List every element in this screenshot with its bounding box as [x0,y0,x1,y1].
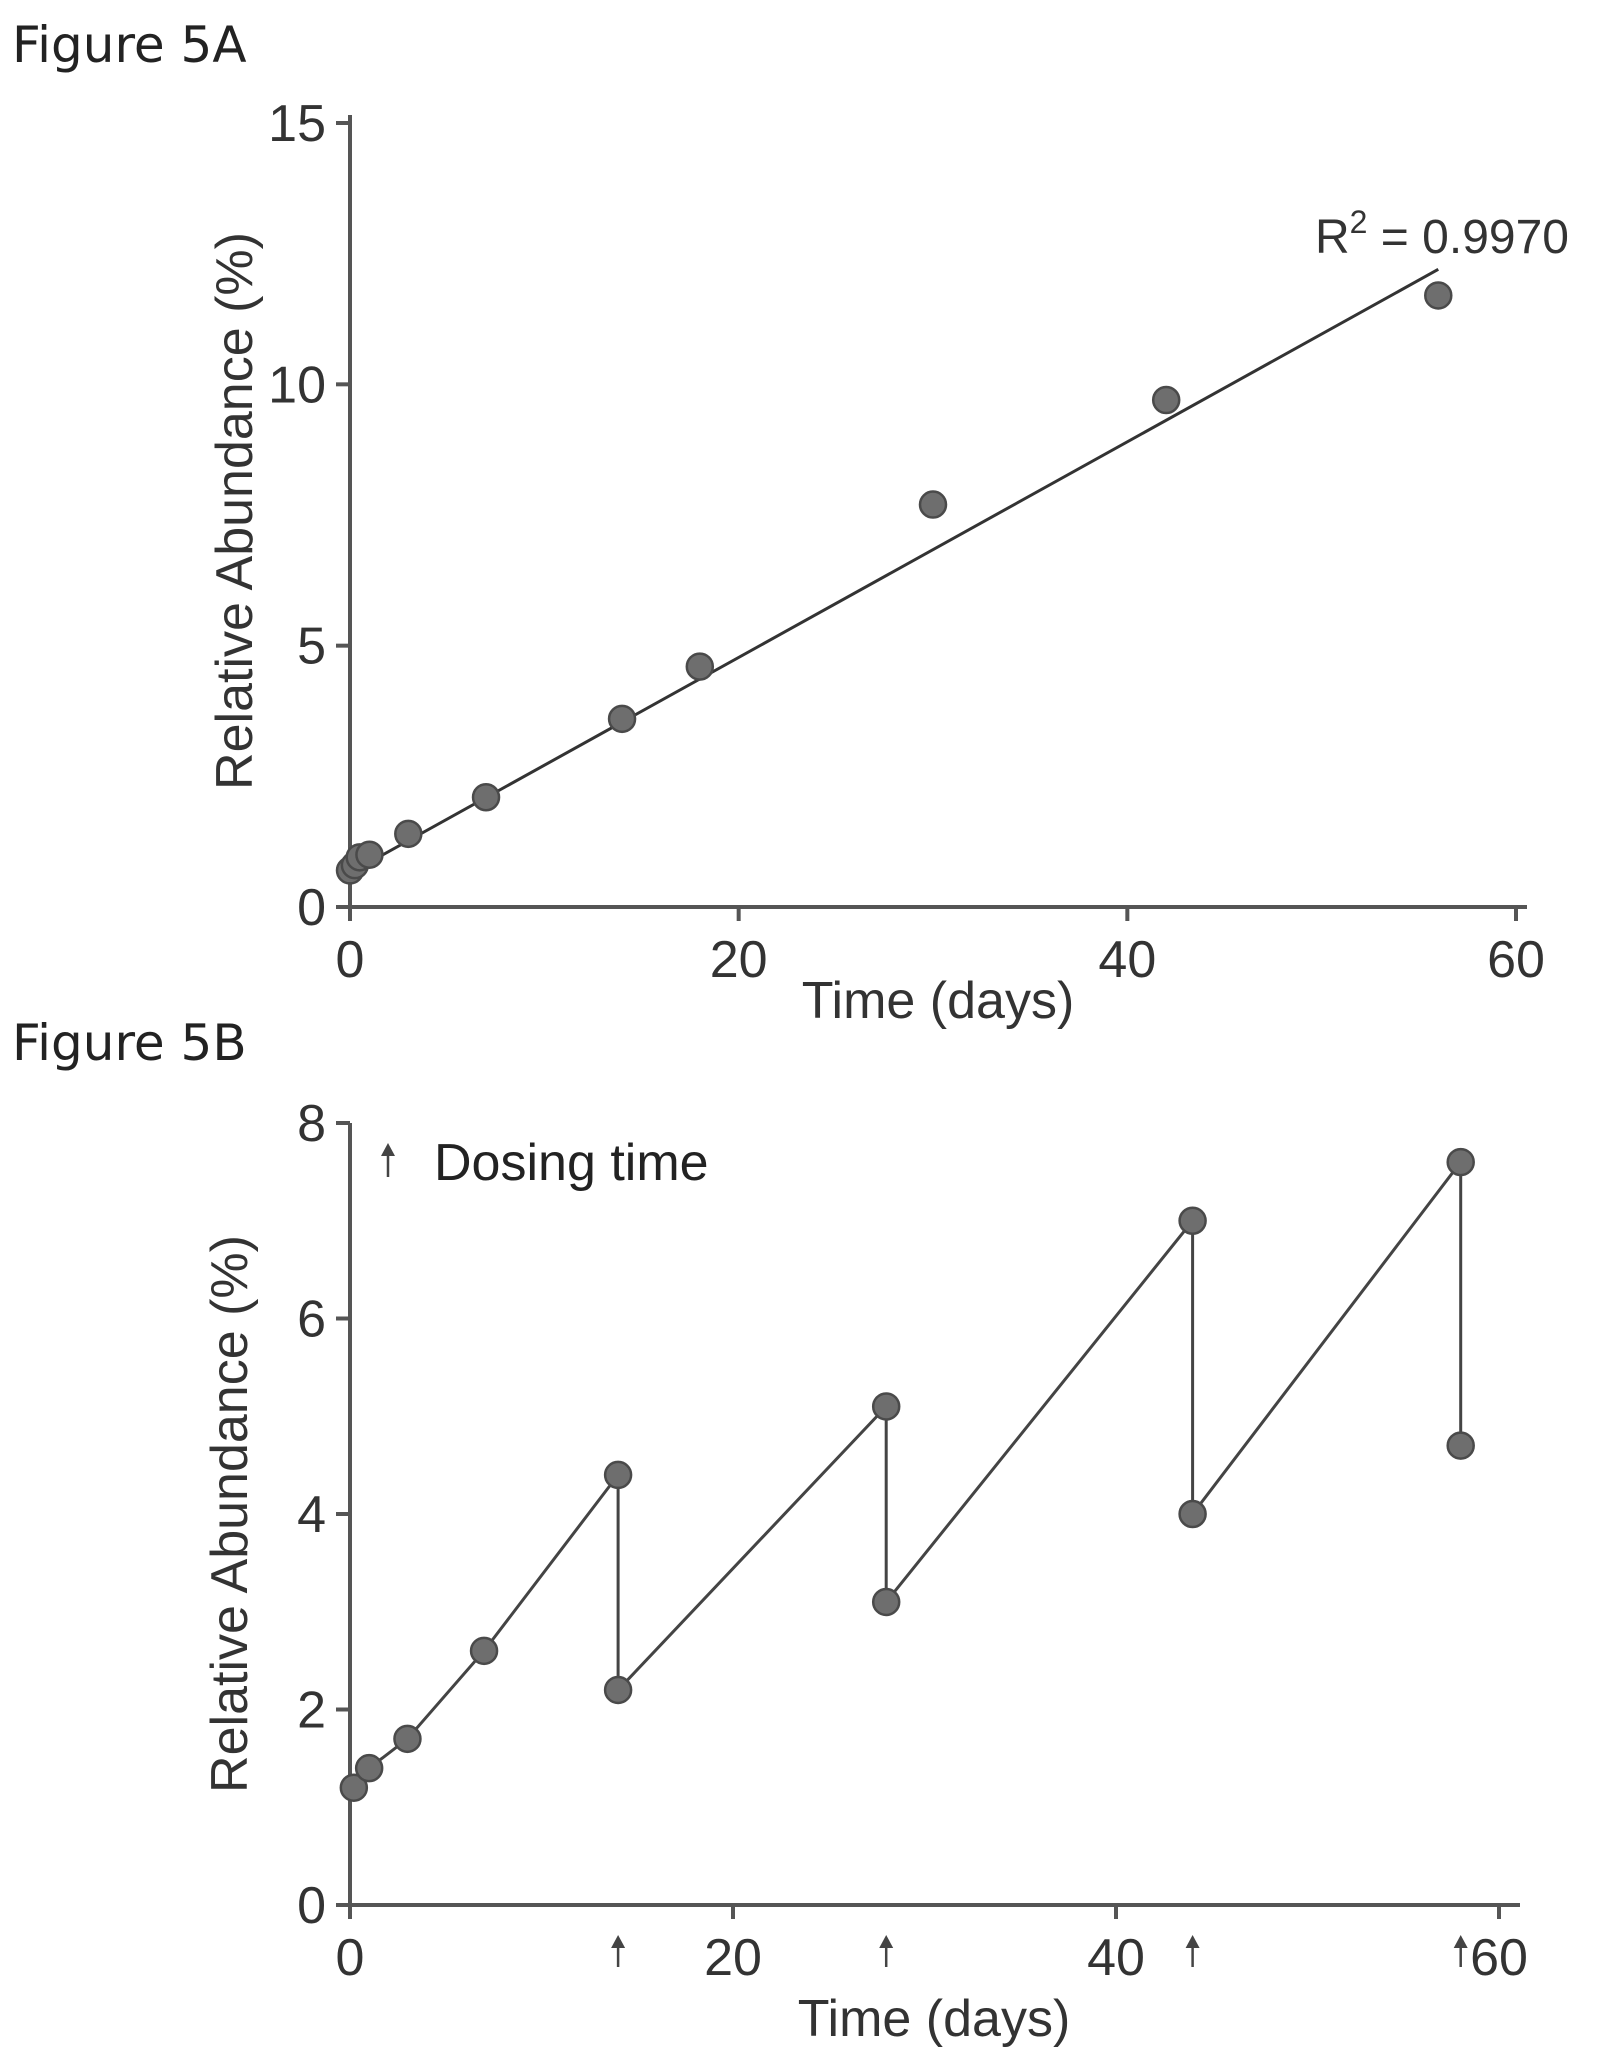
figure-5a-points [335,281,1453,885]
figure-5b-data-point [1178,1499,1207,1529]
figure-5a-x-tick-label: 40 [1098,931,1156,989]
figure-5b-dosing-arrows [611,1935,1468,1967]
figure-5a-fit-line [349,268,1439,875]
figure-5b-data-point [603,1675,633,1705]
legend-arrow-head-icon [381,1143,395,1156]
figure-5b-ticks: 0 20 40 60 0 2 4 6 8 [297,1095,1528,1987]
figure-5a-ticks: 0 20 40 60 0 5 10 15 [268,95,1545,989]
figure-5a-data-point [918,490,948,519]
figure-5a-x-tick-label: 60 [1487,931,1545,989]
figure-5b-legend-label: Dosing time [434,1134,709,1192]
figure-5b-label: Figure 5B [12,1014,247,1072]
figure-5b-y-tick-label: 2 [297,1682,326,1740]
figure-5b-data-point [393,1724,422,1754]
figure-5b-series-line [352,1157,1463,1789]
figure-5a-label: Figure 5A [12,16,247,74]
figure-5b-x-tick-label: 0 [336,1929,365,1987]
figure-5b-data-point [1446,1431,1475,1460]
figure-5b-data-point [1446,1147,1475,1177]
figure-5a-data-point [607,704,637,734]
figure-5b-data-point [871,1392,901,1421]
figure-5a-data-point [471,782,501,812]
dosing-arrow-head-icon [1185,1935,1200,1948]
figure-5b-x-axis-title: Time (days) [798,1990,1071,2048]
figure-5a-y-axis-title: Relative Abundance (%) [206,232,264,790]
figure-5b-data-point [354,1753,384,1783]
figure-5b-data-point [1178,1206,1207,1235]
figure-5b-y-axis-title: Relative Abundance (%) [201,1235,259,1793]
figure-5b-x-tick-label: 40 [1087,1929,1145,1987]
figure-5b-data-point [871,1587,901,1617]
figure-5a-x-axis-title: Time (days) [802,972,1075,1030]
figure-5b-y-tick-label: 4 [297,1486,326,1544]
figure-5a-x-tick-label: 20 [710,931,768,989]
dosing-arrow-head-icon [879,1935,894,1948]
figure-5a-data-point [1424,281,1453,310]
figure-5b-x-tick-label: 20 [704,1929,762,1987]
figure-5a-y-tick-label: 10 [268,356,326,414]
figure-5a-y-tick-label: 0 [297,879,326,937]
figure-5b-y-tick-label: 0 [297,1877,326,1935]
figure-5a-x-tick-label: 0 [336,931,365,989]
figure-5b-data-point [469,1636,499,1666]
figure-5a-data-point [1151,385,1181,415]
figure-5b-y-tick-label: 6 [297,1291,326,1349]
figure-5b-points [339,1147,1475,1802]
figure-5b-panel: Figure 5B 0 20 40 60 0 2 4 6 8 Time (days) Relat… [12,1014,1528,2048]
figure-5a-data-point [355,840,384,869]
figure-5b-x-tick-label: 60 [1470,1929,1528,1987]
dosing-arrow-head-icon [1453,1935,1468,1948]
figure-5b-data-point [339,1773,369,1802]
figure-5b-legend: Dosing time [381,1134,709,1192]
figure-5a-y-tick-label: 15 [268,95,326,153]
figure-5b-data-point [603,1460,633,1490]
figure-5a-data-point [685,652,715,681]
figure-5a-data-point [394,819,423,849]
figure-5a-y-tick-label: 5 [297,618,326,676]
figure-5b-y-tick-label: 8 [297,1095,326,1153]
figure-5a-panel: Figure 5A 0 20 40 60 0 5 10 15 Time (days) Rela… [12,16,1569,1030]
dosing-arrow-head-icon [611,1935,626,1948]
figure-5a-r-squared-annotation: R2 = 0.9970 [1315,204,1569,264]
